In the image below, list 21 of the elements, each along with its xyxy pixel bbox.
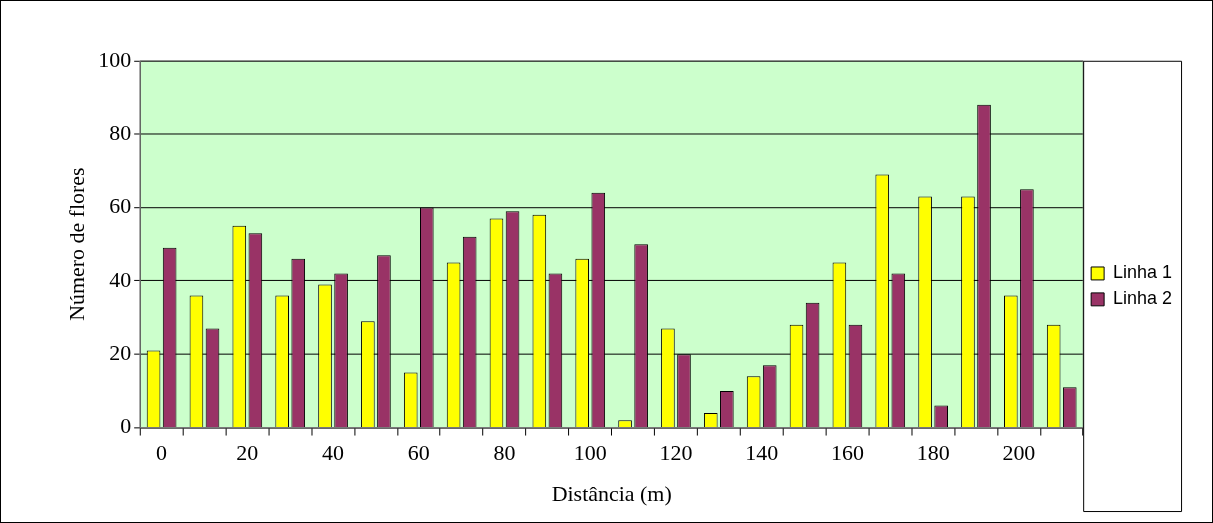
- x-tick-label: 20: [236, 440, 259, 466]
- x-tick-label: 200: [1002, 440, 1036, 466]
- y-tick-label: 100: [98, 46, 132, 72]
- x-tick-label: 180: [916, 440, 950, 466]
- y-axis-title: Número de flores: [63, 167, 89, 321]
- y-tick-label: 40: [109, 266, 132, 292]
- y-tick-label: 20: [109, 339, 132, 365]
- x-tick-label: 160: [830, 440, 864, 466]
- y-tick-label: 0: [120, 413, 132, 439]
- legend-label: Linha 2: [1113, 288, 1173, 309]
- x-tick-label: 100: [573, 440, 607, 466]
- x-tick-label: 80: [493, 440, 516, 466]
- y-tick-label: 60: [109, 193, 132, 219]
- x-tick-label: 60: [407, 440, 430, 466]
- x-tick-label: 120: [659, 440, 693, 466]
- legend-label: Linha 1: [1113, 262, 1173, 283]
- x-tick-label: 40: [322, 440, 345, 466]
- y-tick-label: 80: [109, 119, 132, 145]
- x-tick-label: 0: [156, 440, 168, 466]
- x-axis-title: Distância (m): [551, 480, 672, 506]
- x-tick-label: 140: [745, 440, 779, 466]
